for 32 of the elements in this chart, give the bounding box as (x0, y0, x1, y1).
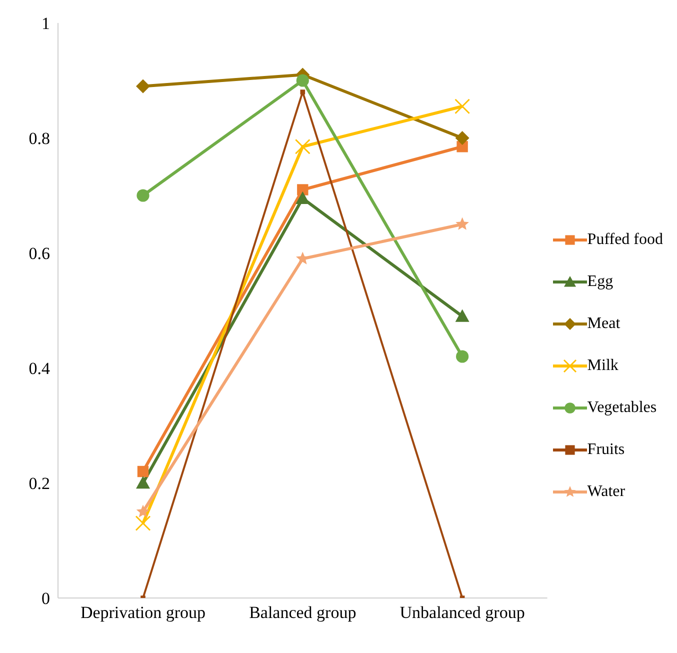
legend-label: Water (587, 482, 626, 500)
y-tick-label: 0.2 (28, 474, 50, 494)
point (455, 131, 470, 145)
point (136, 504, 150, 518)
y-tick-label: 1 (42, 14, 50, 34)
point (455, 309, 470, 322)
legend-label: Milk (587, 356, 618, 374)
point (297, 184, 308, 196)
y-tick-label: 0 (42, 589, 50, 608)
point (300, 90, 306, 94)
legend-label: Fruits (587, 440, 625, 458)
point (294, 138, 310, 154)
point (137, 466, 149, 478)
legend-label: Meat (587, 314, 620, 332)
x-tick-label: Balanced group (249, 603, 356, 622)
y-tick-label: 0.4 (28, 359, 50, 378)
point (135, 516, 151, 531)
point (456, 350, 469, 363)
point (296, 74, 309, 87)
point (136, 79, 150, 94)
point (136, 189, 150, 202)
legend-label: Puffed food (587, 230, 663, 248)
y-tick-label: 0.6 (28, 244, 50, 264)
point (454, 98, 470, 114)
y-tick-label: 0.8 (28, 129, 50, 148)
legend-label: Vegetables (587, 398, 657, 416)
point (456, 217, 469, 230)
x-tick-label: Unbalanced group (400, 603, 525, 622)
point (296, 191, 310, 204)
point (136, 476, 150, 489)
legend-label: Egg (587, 272, 614, 290)
x-tick-label: Deprivation group (80, 603, 206, 622)
